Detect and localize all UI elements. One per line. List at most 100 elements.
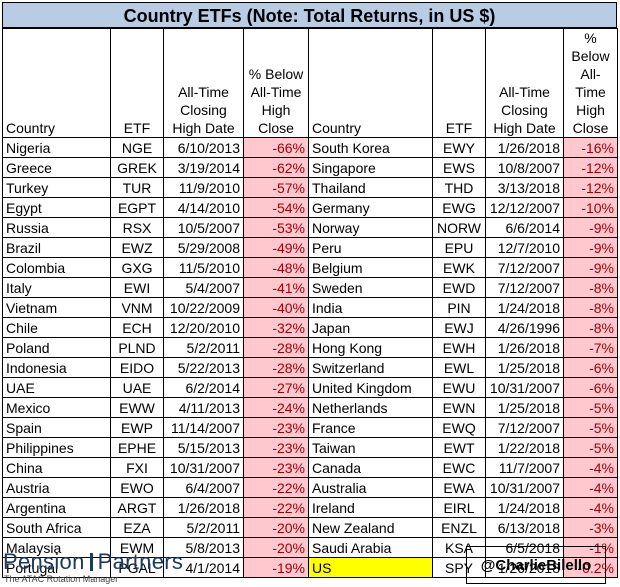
table-row: Egypt EGPT 4/14/2010 -54% Germany EWG 12/12/20… bbox=[2, 197, 618, 218]
left-cell-etf: PLND bbox=[110, 337, 164, 358]
table-row: Philippines EPHE 5/15/2013 -23% Taiwan EWT 1/2… bbox=[2, 437, 618, 458]
right-cell-country: Ireland bbox=[308, 497, 433, 518]
right-cell-pct: -6% bbox=[563, 377, 618, 398]
left-cell-pct: -48% bbox=[243, 257, 309, 278]
left-cell-date: 5/29/2008 bbox=[163, 237, 244, 258]
header-etf: ETF bbox=[432, 28, 486, 138]
footer: Pension Partners The ATAC Rotation Manag… bbox=[0, 546, 620, 587]
left-cell-country: Chile bbox=[2, 317, 111, 338]
left-cell-country: Poland bbox=[2, 337, 111, 358]
left-cell-pct: -27% bbox=[243, 377, 309, 398]
right-cell-etf: EIRL bbox=[432, 497, 486, 518]
right-cell-etf: EWL bbox=[432, 357, 486, 378]
left-cell-etf: ECH bbox=[110, 317, 164, 338]
right-cell-date: 12/12/2007 bbox=[485, 197, 564, 218]
pension-partners-logo: Pension Partners The ATAC Rotation Manag… bbox=[3, 550, 183, 585]
right-cell-etf: NORW bbox=[432, 217, 486, 238]
left-cell-pct: -23% bbox=[243, 437, 309, 458]
right-cell-country: United Kingdom bbox=[308, 377, 433, 398]
right-cell-date: 7/12/2007 bbox=[485, 277, 564, 298]
right-cell-country: Singapore bbox=[308, 157, 433, 178]
right-cell-pct: -10% bbox=[563, 197, 618, 218]
right-cell-date: 10/31/2007 bbox=[485, 477, 564, 498]
right-cell-date: 1/26/2018 bbox=[485, 137, 564, 158]
table-row: Nigeria NGE 6/10/2013 -66% South Korea EWY 1/2… bbox=[2, 137, 618, 158]
right-cell-etf: EWT bbox=[432, 437, 486, 458]
logo-word-right: Partners bbox=[97, 549, 184, 574]
right-cell-etf: EWH bbox=[432, 337, 486, 358]
right-cell-country: France bbox=[308, 417, 433, 438]
right-cell-etf: PIN bbox=[432, 297, 486, 318]
left-cell-pct: -28% bbox=[243, 357, 309, 378]
left-cell-pct: -23% bbox=[243, 457, 309, 478]
left-cell-country: China bbox=[2, 457, 111, 478]
left-cell-date: 5/4/2007 bbox=[163, 277, 244, 298]
left-cell-date: 1/26/2018 bbox=[163, 497, 244, 518]
header-row: Country ETF All-Time Closing High Date %… bbox=[2, 28, 618, 138]
left-cell-pct: -28% bbox=[243, 337, 309, 358]
left-cell-country: South Africa bbox=[2, 517, 111, 538]
left-cell-etf: EIDO bbox=[110, 357, 164, 378]
right-cell-etf: ENZL bbox=[432, 517, 486, 538]
right-cell-country: India bbox=[308, 297, 433, 318]
right-cell-pct: -6% bbox=[563, 357, 618, 378]
right-cell-etf: EWU bbox=[432, 377, 486, 398]
right-cell-pct: -12% bbox=[563, 177, 618, 198]
left-cell-country: Turkey bbox=[2, 177, 111, 198]
right-cell-etf: SPY bbox=[432, 557, 486, 578]
etf-table-container: Country ETFs (Note: Total Returns, in US… bbox=[2, 2, 618, 578]
header-pct: % Below All-Time High Close bbox=[563, 28, 618, 138]
left-cell-date: 11/14/2007 bbox=[163, 417, 244, 438]
left-cell-country: Colombia bbox=[2, 257, 111, 278]
right-cell-date: 7/12/2007 bbox=[485, 417, 564, 438]
right-cell-country: Australia bbox=[308, 477, 433, 498]
left-cell-date: 5/22/2013 bbox=[163, 357, 244, 378]
left-cell-date: 6/4/2007 bbox=[163, 477, 244, 498]
twitter-handle: @CharlieBilello bbox=[466, 546, 606, 584]
left-cell-etf: EWI bbox=[110, 277, 164, 298]
table-row: UAE UAE 6/2/2014 -27% United Kingdom EWU 10/31… bbox=[2, 377, 618, 398]
left-cell-etf: EWZ bbox=[110, 237, 164, 258]
right-cell-country: US bbox=[308, 557, 433, 578]
right-cell-country: Germany bbox=[308, 197, 433, 218]
header-country: Country bbox=[2, 28, 111, 138]
right-cell-date: 1/24/2018 bbox=[485, 297, 564, 318]
right-cell-country: Hong Kong bbox=[308, 337, 433, 358]
left-cell-country: Egypt bbox=[2, 197, 111, 218]
left-cell-etf: TUR bbox=[110, 177, 164, 198]
right-cell-date: 1/25/2018 bbox=[485, 397, 564, 418]
left-cell-pct: -49% bbox=[243, 237, 309, 258]
right-cell-country: Peru bbox=[308, 237, 433, 258]
left-cell-date: 11/5/2010 bbox=[163, 257, 244, 278]
left-cell-pct: -22% bbox=[243, 477, 309, 498]
left-cell-etf: EGPT bbox=[110, 197, 164, 218]
etf-table: Country ETF All-Time Closing High Date %… bbox=[2, 28, 618, 578]
right-cell-pct: -5% bbox=[563, 397, 618, 418]
right-cell-date: 7/12/2007 bbox=[485, 257, 564, 278]
table-body: Nigeria NGE 6/10/2013 -66% South Korea EWY 1/2… bbox=[2, 137, 618, 578]
right-cell-etf: EPU bbox=[432, 237, 486, 258]
right-cell-pct: -0.2% bbox=[563, 557, 618, 578]
right-cell-pct: -1% bbox=[563, 537, 618, 558]
right-cell-date: 10/31/2007 bbox=[485, 377, 564, 398]
right-cell-country: Sweden bbox=[308, 277, 433, 298]
right-cell-pct: -4% bbox=[563, 477, 618, 498]
table-row: Brazil EWZ 5/29/2008 -49% Peru EPU 12/7/2010 -9… bbox=[2, 237, 618, 258]
right-cell-pct: -8% bbox=[563, 317, 618, 338]
right-cell-pct: -9% bbox=[563, 217, 618, 238]
right-cell-country: Belgium bbox=[308, 257, 433, 278]
right-cell-date: 1/25/2018 bbox=[485, 357, 564, 378]
left-cell-pct: -24% bbox=[243, 397, 309, 418]
left-cell-country: Italy bbox=[2, 277, 111, 298]
left-cell-date: 5/2/2011 bbox=[163, 517, 244, 538]
left-cell-etf: NGE bbox=[110, 137, 164, 158]
right-cell-date: 1/22/2018 bbox=[485, 437, 564, 458]
right-cell-pct: -3% bbox=[563, 517, 618, 538]
right-cell-etf: EWN bbox=[432, 397, 486, 418]
left-cell-country: Nigeria bbox=[2, 137, 111, 158]
header-country: Country bbox=[308, 28, 433, 138]
table-row: Spain EWP 11/14/2007 -23% France EWQ 7/12/2007… bbox=[2, 417, 618, 438]
left-cell-pct: -40% bbox=[243, 297, 309, 318]
left-cell-etf: EWW bbox=[110, 397, 164, 418]
right-cell-date: 1/24/2018 bbox=[485, 497, 564, 518]
